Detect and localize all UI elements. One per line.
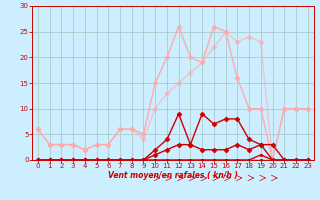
X-axis label: Vent moyen/en rafales ( kn/h ): Vent moyen/en rafales ( kn/h ) [108,171,238,180]
